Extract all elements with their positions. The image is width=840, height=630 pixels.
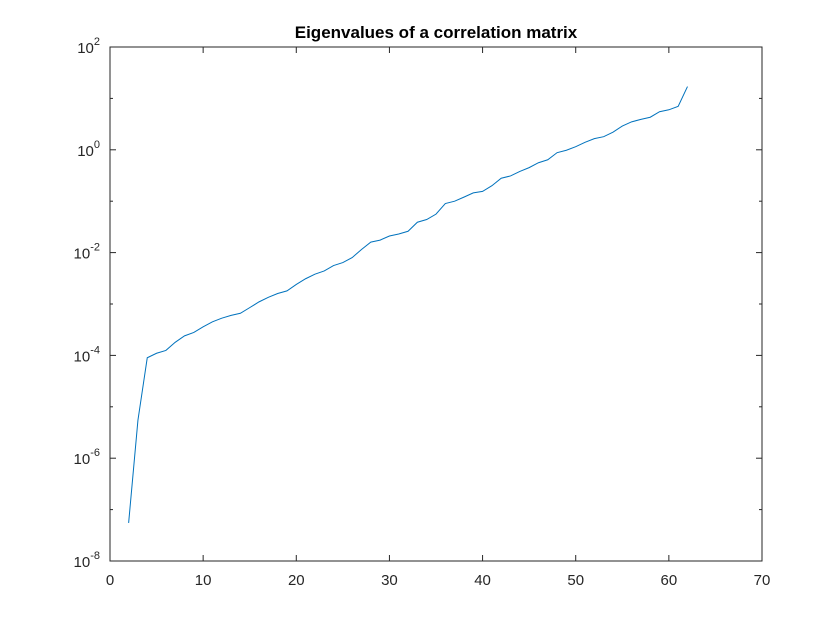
y-tick-label-exponent: -4: [90, 344, 100, 356]
x-tick-label: 10: [195, 572, 212, 589]
y-tick-label-exponent: 2: [94, 36, 100, 48]
y-tick-label-base: 10: [74, 451, 91, 468]
x-tick-label: 70: [754, 572, 771, 589]
y-tick-label-exponent: 0: [94, 139, 100, 151]
x-tick-label: 0: [106, 572, 114, 589]
x-tick-label: 30: [381, 572, 398, 589]
x-tick-label: 60: [661, 572, 678, 589]
y-tick-label-base: 10: [77, 143, 94, 160]
x-axis-tick-labels: 0 10 20 30 40 50 60 70: [106, 572, 771, 589]
series-line: [128, 86, 688, 523]
x-tick-label: 50: [567, 572, 584, 589]
y-tick-label: 100: [77, 139, 100, 160]
y-tick-label: 10-8: [74, 550, 100, 571]
y-tick-label: 10-4: [74, 344, 100, 365]
plot-area: [110, 47, 762, 561]
y-tick-label-base: 10: [77, 40, 94, 57]
x-axis-ticks: [109, 47, 763, 561]
y-tick-label-exponent: -2: [90, 242, 100, 254]
y-tick-label-exponent: -6: [90, 447, 100, 459]
chart-title: Eigenvalues of a correlation matrix: [295, 23, 578, 42]
y-tick-label: 10-2: [74, 242, 100, 263]
y-tick-label-exponent: -8: [90, 550, 100, 562]
y-tick-label: 10-6: [74, 447, 100, 468]
y-tick-label-base: 10: [74, 246, 91, 263]
y-tick-label-base: 10: [74, 554, 91, 571]
x-tick-label: 40: [474, 572, 491, 589]
axes-box: [109, 46, 763, 562]
x-tick-label: 20: [288, 572, 305, 589]
y-tick-label: 102: [77, 36, 100, 57]
y-tick-label-base: 10: [74, 348, 91, 365]
